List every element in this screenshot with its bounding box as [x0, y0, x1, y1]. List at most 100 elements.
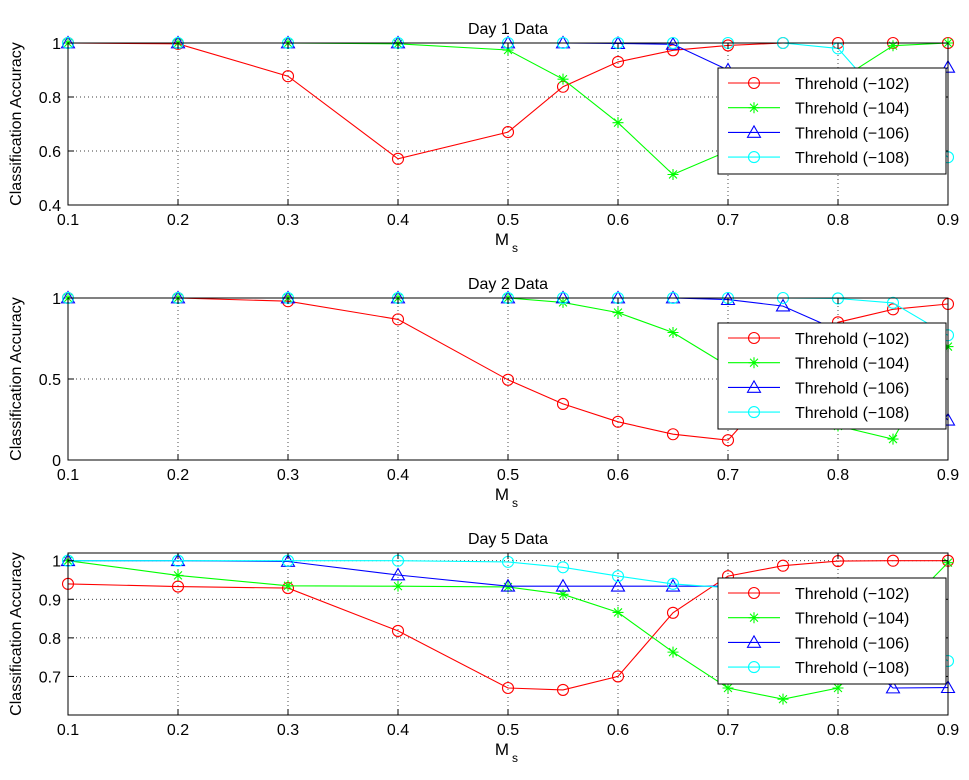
legend-item: Threhold (−104): [728, 101, 909, 118]
panel-3: 0.1 0.2 0.3 0.4 0.5 0.6 0.7 0.8 0.9 0.7 0.8 0.9 1 Day…: [8, 531, 959, 765]
legend-label: Threhold (−102): [795, 586, 909, 603]
data-point-3: [665, 578, 681, 592]
x-tick-label: 0.9: [937, 467, 959, 484]
data-point-2: [667, 327, 679, 339]
data-point-2: [887, 433, 899, 445]
x-tick-label: 0.7: [717, 212, 739, 229]
legend-label: Threhold (−104): [795, 101, 909, 118]
data-point-1: [501, 373, 515, 386]
data-point-1: [611, 415, 625, 428]
legend-label: Threhold (−102): [795, 76, 909, 93]
x-tick-label: 0.6: [607, 722, 629, 739]
data-point-3: [170, 553, 186, 567]
data-point-2: [392, 580, 404, 592]
legend-item: Threhold (−106): [728, 379, 909, 397]
data-point-1: [391, 624, 405, 637]
x-tick-label: 0.1: [57, 467, 79, 484]
x-tick-label: 0.7: [717, 467, 739, 484]
data-point-1: [886, 554, 900, 567]
x-tick-label: 0.4: [387, 722, 409, 739]
x-axis-label: M: [495, 485, 509, 504]
data-point-2: [557, 73, 569, 85]
x-tick-label: 0.5: [497, 467, 519, 484]
data-point-1: [281, 70, 295, 83]
x-tick-label: 0.3: [277, 467, 299, 484]
x-tick-label: 0.4: [387, 467, 409, 484]
legend-marker: [747, 331, 761, 345]
legend-label: Threhold (−102): [795, 331, 909, 348]
panel-1: 0.1 0.2 0.3 0.4 0.5 0.6 0.7 0.8 0.9 0.4 0.6 0.8 1 Day…: [8, 21, 959, 255]
data-point-1: [391, 313, 405, 326]
data-point-1: [666, 428, 680, 441]
data-point-1: [776, 559, 790, 572]
data-point-2: [667, 646, 679, 658]
chart-title: Day 1 Data: [468, 21, 548, 38]
data-point-1: [501, 681, 515, 695]
data-point-3: [775, 298, 791, 312]
y-axis-label: Classification Accuracy: [8, 552, 25, 716]
legend: Threhold (−102) Threhold (−104) Threhold (…: [717, 577, 947, 685]
data-point-4: [556, 561, 570, 574]
data-point-1: [501, 126, 515, 139]
y-tick-label: 0.8: [39, 90, 61, 107]
data-point-2: [722, 682, 734, 694]
x-axis-label: M: [495, 740, 509, 759]
x-tick-label: 0.8: [827, 212, 849, 229]
data-point-1: [556, 683, 570, 696]
data-point-1: [721, 434, 735, 447]
data-point-2: [172, 569, 184, 581]
legend-label: Threhold (−108): [795, 150, 909, 167]
x-axis-label-subscript: s: [512, 241, 518, 255]
x-tick-label: 0.2: [167, 467, 189, 484]
x-axis-label-subscript: s: [512, 751, 518, 765]
x-tick-label: 0.7: [717, 722, 739, 739]
data-point-3: [555, 578, 571, 592]
x-axis-label-subscript: s: [512, 496, 518, 510]
legend-marker: [747, 76, 761, 90]
data-point-3: [665, 290, 681, 304]
data-point-2: [282, 580, 294, 592]
panel-2: 0.1 0.2 0.3 0.4 0.5 0.6 0.7 0.8 0.9 0 0.5 1 Day 2 Da…: [8, 276, 959, 510]
y-tick-label: 0.9: [39, 592, 61, 609]
data-point-2: [502, 44, 514, 56]
data-point-3: [555, 35, 571, 49]
data-point-1: [666, 606, 680, 619]
legend-item: Threhold (−102): [728, 586, 909, 603]
y-axis-label: Classification Accuracy: [8, 42, 25, 206]
y-tick-label: 1: [52, 36, 61, 53]
y-tick-label: 1: [52, 291, 61, 308]
x-tick-label: 0.3: [277, 212, 299, 229]
data-point-2: [557, 588, 569, 600]
data-point-4: [611, 570, 625, 583]
data-point-2: [612, 606, 624, 618]
legend-label: Threhold (−106): [795, 635, 909, 652]
legend-marker: [747, 661, 761, 674]
legend-marker: [748, 357, 760, 369]
legend-item: Threhold (−102): [728, 76, 909, 93]
data-point-1: [611, 670, 625, 683]
legend-marker: [748, 102, 760, 114]
legend-label: Threhold (−104): [795, 356, 909, 373]
legend-item: Threhold (−108): [728, 660, 909, 677]
y-tick-label: 0.5: [39, 372, 61, 389]
data-point-3: [610, 578, 626, 592]
data-point-2: [667, 168, 679, 180]
y-tick-label: 0.4: [39, 198, 61, 215]
y-tick-label: 0.6: [39, 144, 61, 161]
data-point-1: [391, 152, 405, 165]
legend-item: Threhold (−108): [728, 405, 909, 422]
data-point-3: [555, 290, 571, 304]
x-tick-label: 0.2: [167, 722, 189, 739]
legend-box: [717, 67, 947, 175]
legend-item: Threhold (−102): [728, 331, 909, 348]
y-tick-label: 0.7: [39, 669, 61, 686]
x-tick-label: 0.8: [827, 467, 849, 484]
y-tick-label: 0.8: [39, 631, 61, 648]
legend-marker: [746, 634, 762, 648]
legend-marker: [747, 151, 761, 164]
legend-marker: [748, 612, 760, 624]
data-point-1: [171, 580, 185, 593]
data-point-2: [612, 307, 624, 319]
data-point-1: [886, 303, 900, 316]
y-axis-label: Classification Accuracy: [8, 297, 25, 461]
